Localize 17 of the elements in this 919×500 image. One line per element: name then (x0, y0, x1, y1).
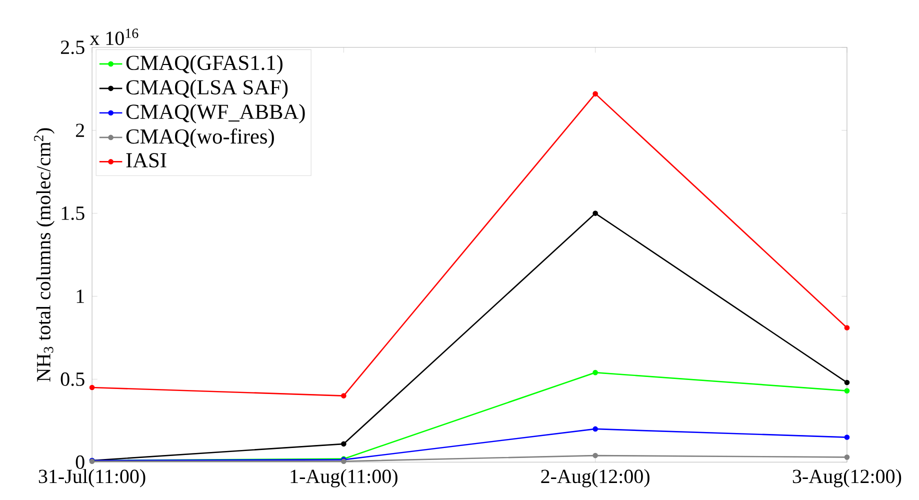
legend-label: CMAQ(wo-fires) (126, 128, 274, 148)
x-tick-label: 31-Jul(11:00) (38, 469, 146, 488)
x-tick-label: 2-Aug(12:00) (541, 469, 650, 488)
legend-label: CMAQ(WF_ABBA) (126, 104, 305, 124)
x-tick-label: 3-Aug(12:00) (792, 469, 902, 488)
y-axis-title: NH$_{3}$ total columns (molec/cm$^{2}$) (34, 128, 54, 382)
x-tick-label: 1-Aug(11:00) (290, 469, 398, 488)
y-tick-label: 2 (76, 124, 84, 137)
y-tick-label: 1 (76, 290, 84, 303)
y-tick-label: 0.5 (60, 372, 84, 386)
y-tick-label: 2.5 (60, 40, 84, 54)
y-tick-label: 1.5 (62, 206, 84, 220)
text: x 10$^{16}$ (90, 28, 138, 45)
legend-label: IASI (126, 153, 166, 168)
legend-label: CMAQ(LSA SAF) (126, 79, 288, 99)
y-tick-label: 0 (76, 455, 84, 469)
legend-label: CMAQ(GFAS1.1) (126, 54, 282, 74)
